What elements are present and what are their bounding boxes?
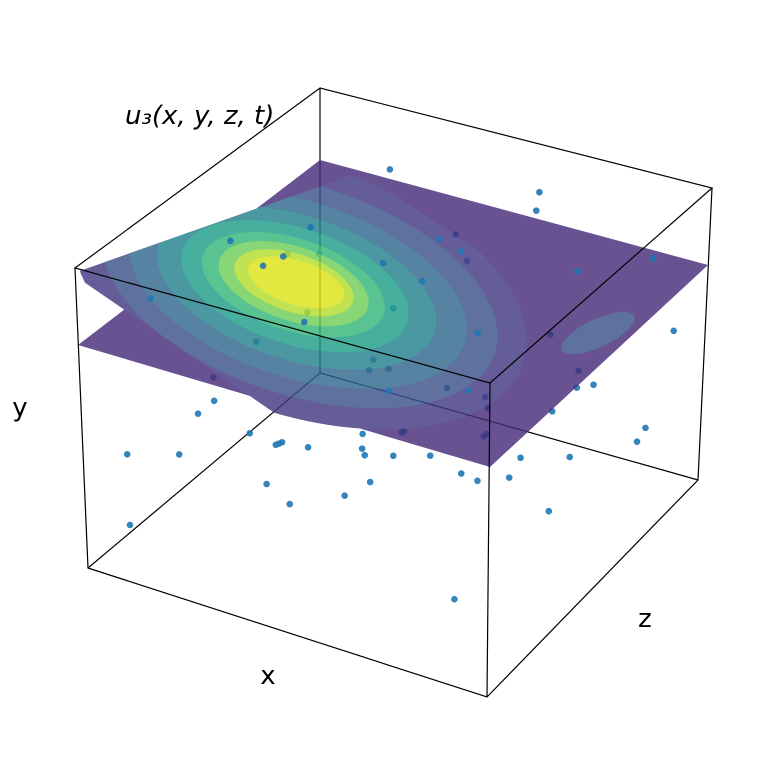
x-axis-label: x	[260, 661, 275, 691]
point	[385, 387, 392, 395]
point	[175, 451, 183, 458]
point	[272, 441, 280, 449]
point	[147, 294, 154, 302]
point	[307, 223, 314, 231]
point	[126, 521, 134, 529]
point	[361, 451, 369, 459]
point	[194, 410, 202, 418]
y-axis-label: y	[12, 393, 27, 423]
point	[341, 492, 348, 499]
point	[358, 445, 366, 452]
point	[227, 237, 234, 245]
point	[304, 443, 312, 451]
point	[464, 387, 472, 394]
point	[517, 454, 524, 462]
box-edge	[486, 382, 491, 698]
point	[649, 254, 657, 262]
point	[457, 248, 465, 255]
point	[286, 500, 294, 508]
point	[246, 429, 254, 437]
point	[379, 259, 387, 267]
box-front	[73, 87, 714, 698]
point	[259, 262, 267, 270]
point	[457, 470, 465, 477]
point	[590, 381, 597, 389]
point	[418, 277, 426, 285]
point	[366, 478, 374, 486]
contour	[561, 311, 635, 355]
point	[123, 451, 131, 458]
point	[279, 253, 287, 260]
point	[474, 329, 481, 337]
point	[474, 477, 481, 485]
point	[532, 207, 540, 214]
point	[451, 595, 458, 603]
contour	[248, 256, 345, 309]
z-axis-label: z	[638, 604, 652, 634]
chart-title: u₃(x, y, z, t)	[125, 101, 274, 131]
contour-plane	[73, 150, 708, 467]
point	[426, 452, 434, 459]
point	[389, 452, 397, 460]
point	[386, 166, 394, 173]
point	[633, 438, 641, 446]
point	[210, 397, 218, 405]
point	[300, 318, 308, 326]
point	[359, 430, 366, 438]
point	[505, 474, 513, 481]
point	[435, 235, 443, 243]
point	[642, 424, 649, 432]
point	[566, 453, 574, 461]
point	[263, 480, 270, 488]
point	[536, 188, 543, 196]
point	[574, 268, 581, 275]
points-above	[147, 166, 657, 395]
point	[670, 327, 677, 335]
point	[545, 507, 553, 515]
